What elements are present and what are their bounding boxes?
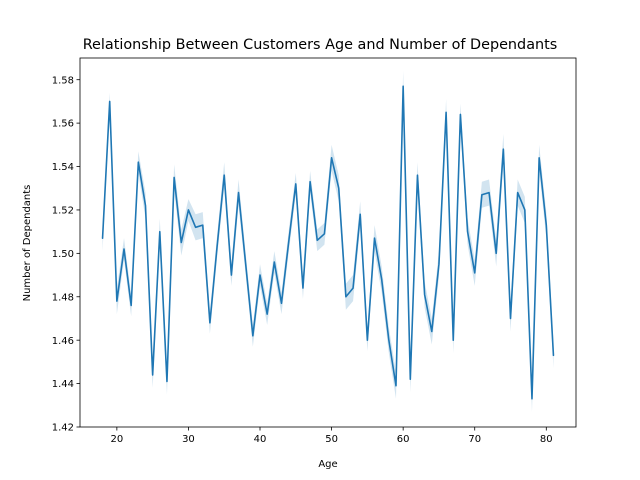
- series-line: [101, 85, 555, 400]
- y-tick-label: 1.52: [52, 206, 74, 217]
- plot-area: [101, 71, 555, 412]
- x-tick-label: 80: [540, 434, 553, 445]
- axes: 20 30 40 50 60 70 80 1.42 1.44 1.46 1.48 1.50 1.52 1.…: [52, 57, 577, 445]
- x-tick-label: 70: [468, 434, 481, 445]
- y-tick-label: 1.50: [52, 249, 74, 260]
- y-tick-label: 1.44: [52, 379, 74, 390]
- y-tick-label: 1.54: [52, 162, 74, 173]
- x-axis-label: Age: [318, 459, 337, 470]
- x-tick-label: 60: [397, 434, 410, 445]
- x-tick-label: 30: [182, 434, 195, 445]
- x-tick-label: 20: [110, 434, 123, 445]
- y-tick-label: 1.42: [52, 423, 74, 434]
- chart-title: Relationship Between Customers Age and N…: [83, 37, 558, 53]
- y-tick-label: 1.48: [52, 292, 74, 303]
- confidence-band: [102, 71, 554, 412]
- y-tick-label: 1.56: [52, 119, 74, 130]
- y-tick-label: 1.46: [52, 336, 74, 347]
- y-tick-label: 1.58: [52, 75, 74, 86]
- y-axis-label: Number of Dependants: [22, 185, 33, 302]
- x-tick-label: 50: [325, 434, 338, 445]
- axes-frame: [79, 57, 577, 428]
- x-tick-label: 40: [254, 434, 267, 445]
